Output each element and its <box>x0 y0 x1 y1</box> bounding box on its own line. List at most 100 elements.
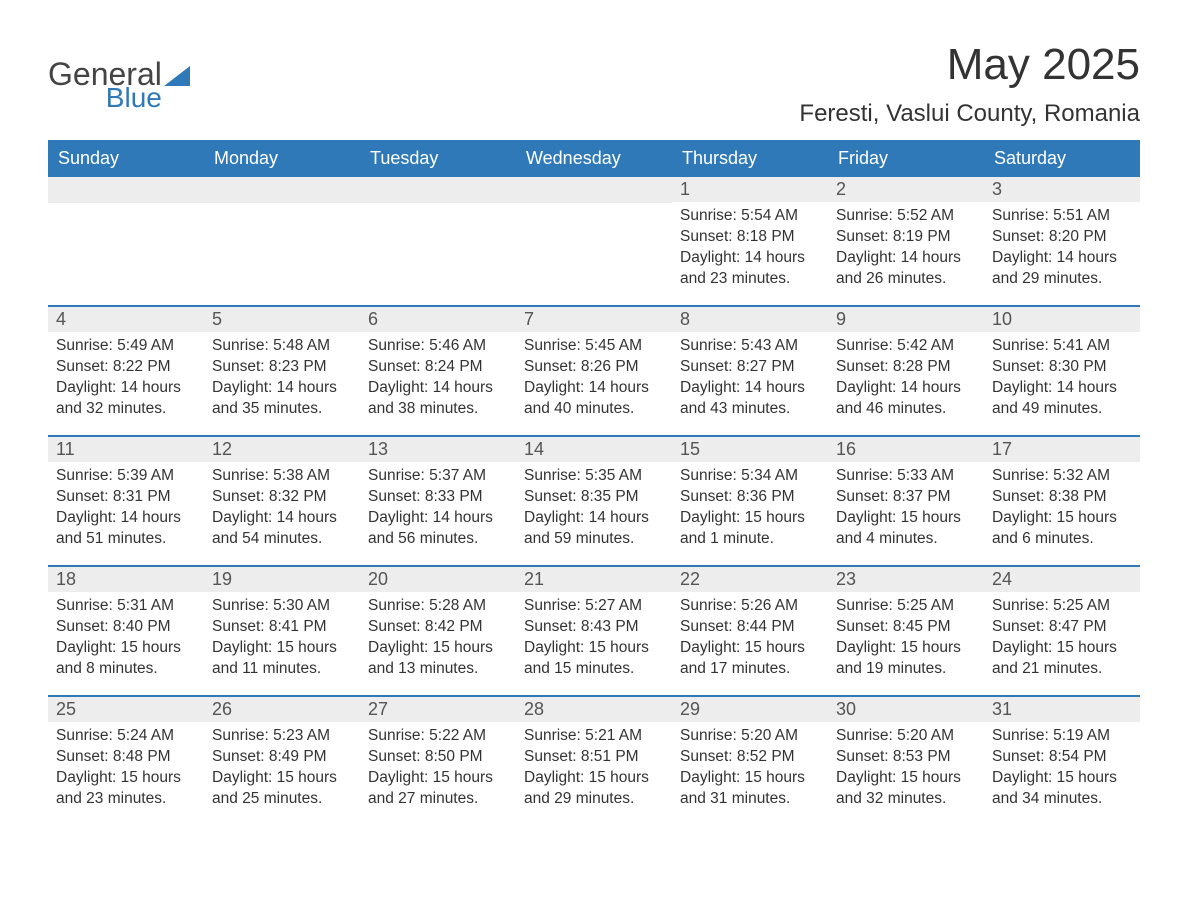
sunrise-line: Sunrise: 5:39 AM <box>56 466 196 487</box>
sunrise-line: Sunrise: 5:27 AM <box>524 596 664 617</box>
sunset-line: Sunset: 8:41 PM <box>212 617 352 638</box>
day-number: 10 <box>984 307 1140 332</box>
day-number: 30 <box>828 697 984 722</box>
day-number: 7 <box>516 307 672 332</box>
day-number: 2 <box>828 177 984 202</box>
daylight-line: Daylight: 15 hours and 34 minutes. <box>992 768 1132 810</box>
empty-daynum-bar <box>48 177 204 203</box>
sunrise-line: Sunrise: 5:51 AM <box>992 206 1132 227</box>
day-cell: 5Sunrise: 5:48 AMSunset: 8:23 PMDaylight… <box>204 307 360 435</box>
day-cell: 29Sunrise: 5:20 AMSunset: 8:52 PMDayligh… <box>672 697 828 825</box>
sunset-line: Sunset: 8:50 PM <box>368 747 508 768</box>
sunrise-line: Sunrise: 5:42 AM <box>836 336 976 357</box>
sunrise-line: Sunrise: 5:20 AM <box>680 726 820 747</box>
week-row: 11Sunrise: 5:39 AMSunset: 8:31 PMDayligh… <box>48 435 1140 565</box>
sunrise-line: Sunrise: 5:26 AM <box>680 596 820 617</box>
day-body: Sunrise: 5:38 AMSunset: 8:32 PMDaylight:… <box>204 462 360 550</box>
daylight-line: Daylight: 15 hours and 27 minutes. <box>368 768 508 810</box>
day-body: Sunrise: 5:39 AMSunset: 8:31 PMDaylight:… <box>48 462 204 550</box>
day-number: 13 <box>360 437 516 462</box>
sunrise-line: Sunrise: 5:52 AM <box>836 206 976 227</box>
day-cell: 1Sunrise: 5:54 AMSunset: 8:18 PMDaylight… <box>672 177 828 305</box>
day-cell: 24Sunrise: 5:25 AMSunset: 8:47 PMDayligh… <box>984 567 1140 695</box>
day-cell: 14Sunrise: 5:35 AMSunset: 8:35 PMDayligh… <box>516 437 672 565</box>
week-row: 1Sunrise: 5:54 AMSunset: 8:18 PMDaylight… <box>48 177 1140 305</box>
day-cell-empty <box>360 177 516 305</box>
daylight-line: Daylight: 15 hours and 4 minutes. <box>836 508 976 550</box>
day-cell: 2Sunrise: 5:52 AMSunset: 8:19 PMDaylight… <box>828 177 984 305</box>
day-body: Sunrise: 5:24 AMSunset: 8:48 PMDaylight:… <box>48 722 204 810</box>
day-cell: 27Sunrise: 5:22 AMSunset: 8:50 PMDayligh… <box>360 697 516 825</box>
sunrise-line: Sunrise: 5:35 AM <box>524 466 664 487</box>
daylight-line: Daylight: 15 hours and 31 minutes. <box>680 768 820 810</box>
daylight-line: Daylight: 14 hours and 40 minutes. <box>524 378 664 420</box>
day-cell: 3Sunrise: 5:51 AMSunset: 8:20 PMDaylight… <box>984 177 1140 305</box>
day-cell: 28Sunrise: 5:21 AMSunset: 8:51 PMDayligh… <box>516 697 672 825</box>
sunrise-line: Sunrise: 5:24 AM <box>56 726 196 747</box>
day-body: Sunrise: 5:48 AMSunset: 8:23 PMDaylight:… <box>204 332 360 420</box>
dow-cell: Wednesday <box>516 140 672 177</box>
week-row: 18Sunrise: 5:31 AMSunset: 8:40 PMDayligh… <box>48 565 1140 695</box>
day-body: Sunrise: 5:42 AMSunset: 8:28 PMDaylight:… <box>828 332 984 420</box>
dow-cell: Tuesday <box>360 140 516 177</box>
day-number: 17 <box>984 437 1140 462</box>
week-row: 25Sunrise: 5:24 AMSunset: 8:48 PMDayligh… <box>48 695 1140 825</box>
sunset-line: Sunset: 8:47 PM <box>992 617 1132 638</box>
daylight-line: Daylight: 15 hours and 32 minutes. <box>836 768 976 810</box>
sunset-line: Sunset: 8:30 PM <box>992 357 1132 378</box>
day-number: 11 <box>48 437 204 462</box>
month-title: May 2025 <box>799 40 1140 90</box>
day-body: Sunrise: 5:43 AMSunset: 8:27 PMDaylight:… <box>672 332 828 420</box>
day-cell-empty <box>48 177 204 305</box>
daylight-line: Daylight: 15 hours and 1 minute. <box>680 508 820 550</box>
day-number: 9 <box>828 307 984 332</box>
daylight-line: Daylight: 14 hours and 23 minutes. <box>680 248 820 290</box>
sunset-line: Sunset: 8:52 PM <box>680 747 820 768</box>
day-cell: 4Sunrise: 5:49 AMSunset: 8:22 PMDaylight… <box>48 307 204 435</box>
sunrise-line: Sunrise: 5:25 AM <box>836 596 976 617</box>
week-row: 4Sunrise: 5:49 AMSunset: 8:22 PMDaylight… <box>48 305 1140 435</box>
sunrise-line: Sunrise: 5:22 AM <box>368 726 508 747</box>
daylight-line: Daylight: 15 hours and 29 minutes. <box>524 768 664 810</box>
sunrise-line: Sunrise: 5:33 AM <box>836 466 976 487</box>
sunrise-line: Sunrise: 5:38 AM <box>212 466 352 487</box>
sunset-line: Sunset: 8:44 PM <box>680 617 820 638</box>
day-number: 1 <box>672 177 828 202</box>
empty-daynum-bar <box>360 177 516 203</box>
day-body: Sunrise: 5:45 AMSunset: 8:26 PMDaylight:… <box>516 332 672 420</box>
sunrise-line: Sunrise: 5:43 AM <box>680 336 820 357</box>
sunset-line: Sunset: 8:51 PM <box>524 747 664 768</box>
sunrise-line: Sunrise: 5:23 AM <box>212 726 352 747</box>
daylight-line: Daylight: 14 hours and 26 minutes. <box>836 248 976 290</box>
daylight-line: Daylight: 14 hours and 32 minutes. <box>56 378 196 420</box>
day-body: Sunrise: 5:25 AMSunset: 8:45 PMDaylight:… <box>828 592 984 680</box>
day-number: 31 <box>984 697 1140 722</box>
day-body: Sunrise: 5:41 AMSunset: 8:30 PMDaylight:… <box>984 332 1140 420</box>
logo-text: General Blue <box>48 58 162 112</box>
day-body: Sunrise: 5:33 AMSunset: 8:37 PMDaylight:… <box>828 462 984 550</box>
dow-cell: Thursday <box>672 140 828 177</box>
sunset-line: Sunset: 8:38 PM <box>992 487 1132 508</box>
day-cell: 26Sunrise: 5:23 AMSunset: 8:49 PMDayligh… <box>204 697 360 825</box>
daylight-line: Daylight: 14 hours and 54 minutes. <box>212 508 352 550</box>
sunset-line: Sunset: 8:35 PM <box>524 487 664 508</box>
day-body: Sunrise: 5:31 AMSunset: 8:40 PMDaylight:… <box>48 592 204 680</box>
day-cell: 16Sunrise: 5:33 AMSunset: 8:37 PMDayligh… <box>828 437 984 565</box>
day-body: Sunrise: 5:25 AMSunset: 8:47 PMDaylight:… <box>984 592 1140 680</box>
sunrise-line: Sunrise: 5:41 AM <box>992 336 1132 357</box>
sunrise-line: Sunrise: 5:21 AM <box>524 726 664 747</box>
day-cell: 18Sunrise: 5:31 AMSunset: 8:40 PMDayligh… <box>48 567 204 695</box>
day-of-week-header: SundayMondayTuesdayWednesdayThursdayFrid… <box>48 140 1140 177</box>
sunrise-line: Sunrise: 5:31 AM <box>56 596 196 617</box>
daylight-line: Daylight: 15 hours and 19 minutes. <box>836 638 976 680</box>
sunrise-line: Sunrise: 5:28 AM <box>368 596 508 617</box>
day-body: Sunrise: 5:20 AMSunset: 8:53 PMDaylight:… <box>828 722 984 810</box>
dow-cell: Sunday <box>48 140 204 177</box>
sunset-line: Sunset: 8:20 PM <box>992 227 1132 248</box>
empty-daynum-bar <box>516 177 672 203</box>
day-body: Sunrise: 5:35 AMSunset: 8:35 PMDaylight:… <box>516 462 672 550</box>
daylight-line: Daylight: 14 hours and 35 minutes. <box>212 378 352 420</box>
daylight-line: Daylight: 15 hours and 8 minutes. <box>56 638 196 680</box>
day-body: Sunrise: 5:37 AMSunset: 8:33 PMDaylight:… <box>360 462 516 550</box>
day-number: 21 <box>516 567 672 592</box>
